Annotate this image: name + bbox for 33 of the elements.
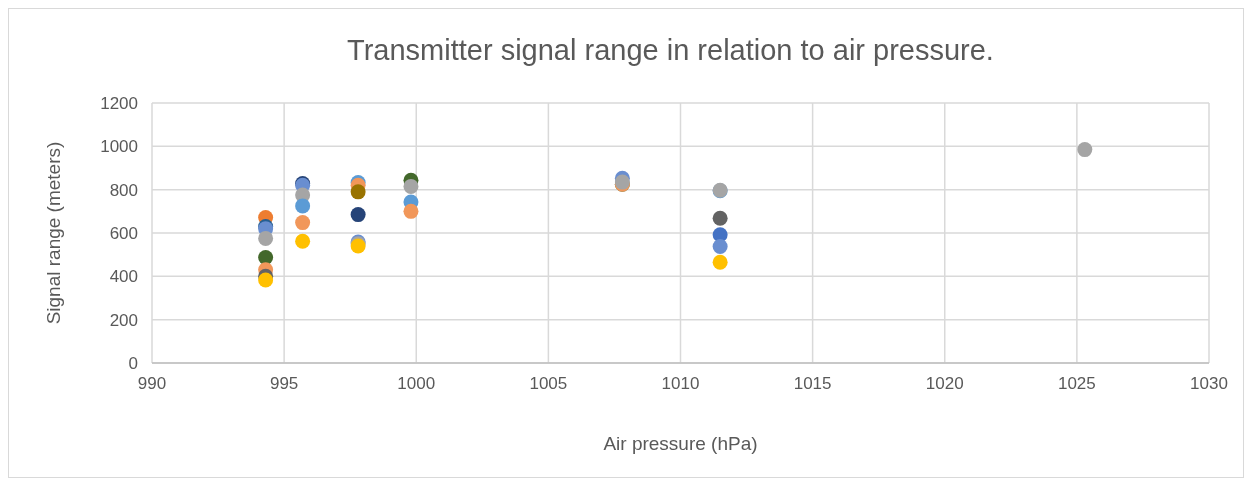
point	[712, 210, 728, 226]
y-tick-label: 400	[109, 267, 138, 287]
point	[350, 207, 366, 223]
point	[295, 198, 311, 214]
y-tick-label: 0	[128, 354, 138, 373]
point	[1077, 142, 1093, 158]
x-tick-label: 995	[269, 374, 299, 393]
x-tick-label: 1015	[793, 374, 832, 393]
y-tick-label: 200	[109, 310, 138, 330]
chart-title: Transmitter signal range in relation to air pressure.	[347, 34, 994, 66]
y-tick-label: 600	[109, 224, 138, 243]
y-axis-title: Signal range (meters)	[43, 141, 64, 325]
y-tick-label: 800	[109, 180, 138, 200]
point	[350, 184, 366, 200]
point	[295, 215, 311, 231]
point	[258, 272, 274, 288]
x-tick-label: 1005	[529, 374, 568, 393]
point	[403, 203, 419, 219]
x-tick-label: 1010	[661, 374, 700, 393]
x-axis-title: Air pressure (hPa)	[603, 433, 758, 454]
point	[295, 233, 311, 249]
x-tick-label: 1025	[1057, 374, 1096, 393]
point	[712, 254, 728, 270]
point	[712, 238, 728, 254]
point	[258, 249, 274, 265]
y-tick-label: 1000	[100, 137, 138, 157]
x-tick-label: 1000	[397, 374, 436, 393]
y-tick-label: 1200	[100, 94, 138, 113]
x-tick-label: 990	[137, 374, 167, 393]
x-tick-label: 1020	[925, 374, 964, 393]
x-tick-label: 1030	[1190, 374, 1228, 393]
point	[403, 178, 419, 194]
point	[258, 230, 274, 246]
